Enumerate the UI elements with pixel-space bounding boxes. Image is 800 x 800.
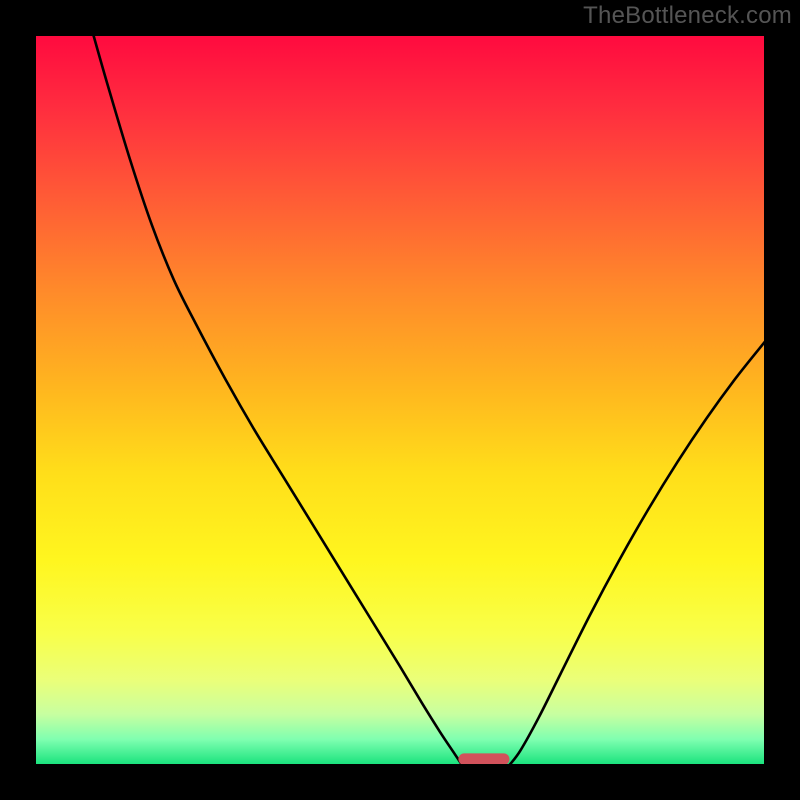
bottleneck-chart (0, 0, 800, 800)
watermark-text: TheBottleneck.com (583, 2, 792, 30)
valley-marker (458, 753, 509, 765)
chart-stage: TheBottleneck.com (0, 0, 800, 800)
